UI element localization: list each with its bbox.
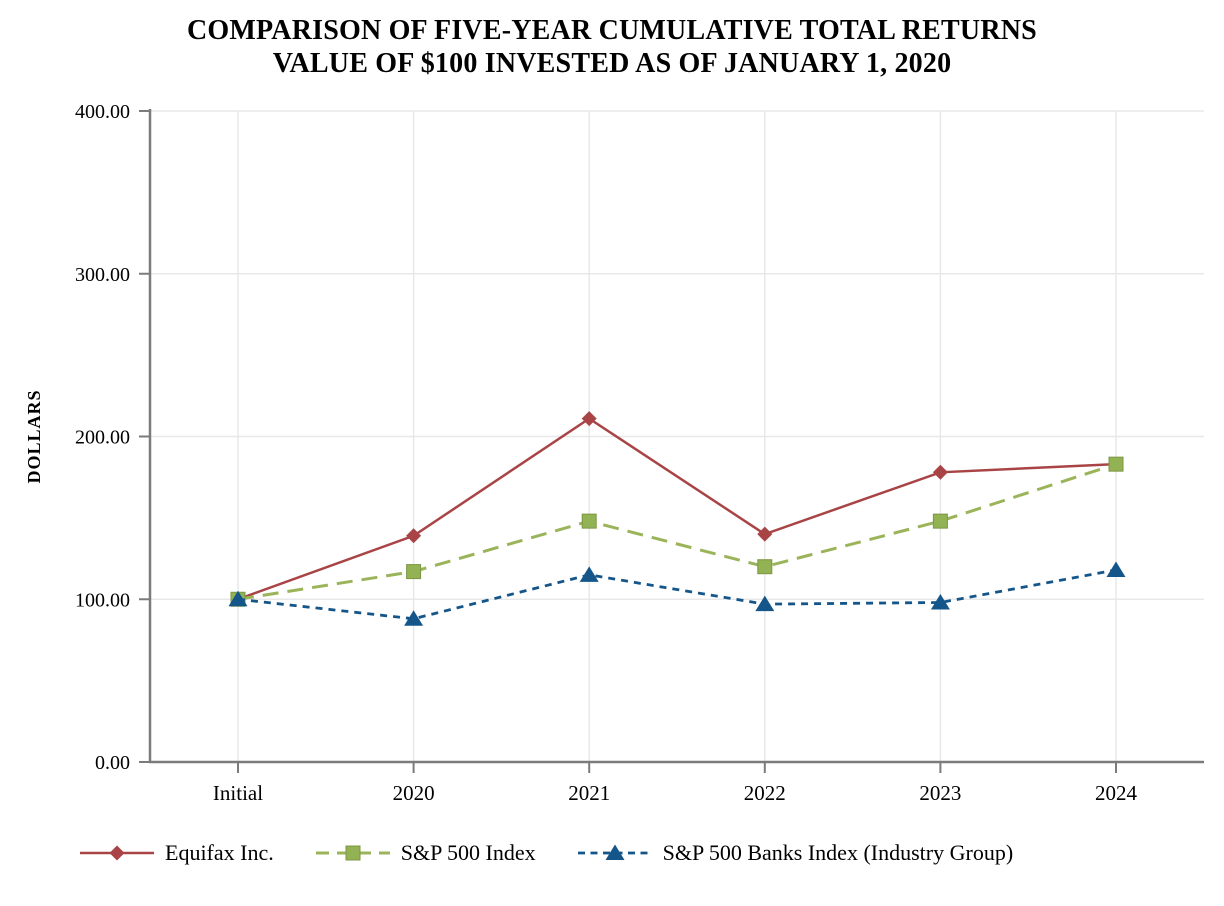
marker-square <box>345 845 361 861</box>
marker-diamond <box>932 464 948 480</box>
legend-line-sample-sp500-banks <box>577 844 652 860</box>
series-equifax-inc <box>230 411 1124 607</box>
legend-item-sp500: S&P 500 Index <box>314 838 536 868</box>
x-tick-label-2023: 2023 <box>919 781 961 805</box>
marker-triangle <box>404 610 424 626</box>
chart-title: COMPARISON OF FIVE-YEAR CUMULATIVE TOTAL… <box>0 14 1224 80</box>
x-tick-label-initial: Initial <box>213 781 263 805</box>
series-s-p-500-banks-index-industry-group <box>228 561 1126 626</box>
legend-item-sp500-banks: S&P 500 Banks Index (Industry Group) <box>576 838 1014 868</box>
marker-triangle <box>755 595 775 612</box>
chart-title-line1: COMPARISON OF FIVE-YEAR CUMULATIVE TOTAL… <box>187 15 1037 46</box>
x-tick-label-2024: 2024 <box>1095 781 1138 805</box>
marker-diamond <box>109 845 125 861</box>
legend-label-sp500-banks: S&P 500 Banks Index (Industry Group) <box>662 840 1014 865</box>
marker-square <box>1108 456 1124 472</box>
y-axis-title: DOLLARS <box>24 389 44 483</box>
marker-square <box>757 559 773 575</box>
y-tick-label-0: 0.00 <box>95 752 130 774</box>
marker-diamond <box>757 526 773 542</box>
chart-canvas: 0.00 100.00 200.00 300.00 400.00 Initial 2020 2… <box>24 101 1204 805</box>
marker-triangle <box>930 594 950 610</box>
y-tick-label-200: 200.00 <box>75 427 130 449</box>
marker-square <box>581 513 597 529</box>
y-tick-label-100: 100.00 <box>75 589 130 611</box>
marker-triangle <box>228 590 248 607</box>
marker-diamond <box>581 411 597 427</box>
legend-line-sample-sp500 <box>315 845 390 861</box>
x-tick-label-2022: 2022 <box>744 781 786 805</box>
chart-title-line2: VALUE OF $100 INVESTED AS OF JANUARY 1, … <box>272 48 952 79</box>
marker-square <box>932 513 948 529</box>
x-tick-label-2021: 2021 <box>568 781 610 805</box>
series-line-s-p-500-index <box>237 462 1117 601</box>
x-tick-label-2020: 2020 <box>393 781 435 805</box>
legend: Equifax Inc. S&P 500 Index S&P 500 Banks… <box>78 838 1013 868</box>
marker-triangle <box>579 566 599 582</box>
series-s-p-500-index <box>230 456 1124 607</box>
y-tick-label-300: 300.00 <box>75 264 130 286</box>
y-tick-label-400: 400.00 <box>75 101 130 123</box>
marker-triangle <box>1106 561 1126 577</box>
series-line-s-p-500-banks-index-industry-group <box>237 568 1117 621</box>
legend-label-equifax: Equifax Inc. <box>165 840 274 865</box>
legend-label-sp500: S&P 500 Index <box>400 840 536 865</box>
series-line-equifax-inc <box>237 417 1117 601</box>
marker-triangle <box>605 844 625 860</box>
legend-item-equifax: Equifax Inc. <box>78 838 274 868</box>
legend-line-sample-equifax <box>80 845 154 861</box>
marker-diamond <box>406 528 422 544</box>
marker-square <box>406 564 422 580</box>
